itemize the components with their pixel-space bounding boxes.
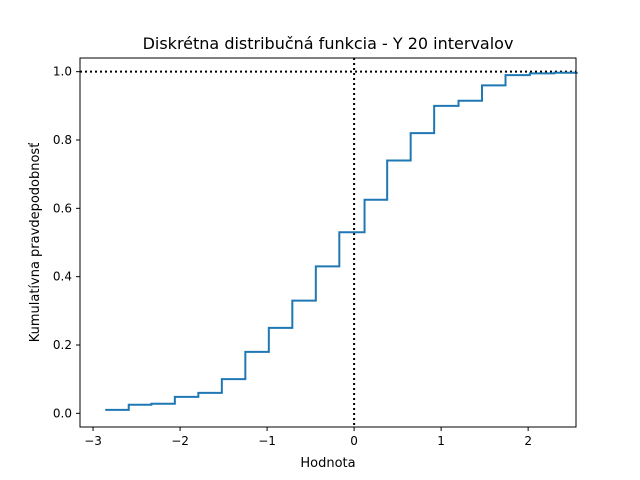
reference-lines	[80, 58, 576, 427]
y-axis-label: Kumulatívna pravdepodobnosť	[28, 143, 43, 343]
x-tick-label: −3	[84, 434, 102, 448]
y-tick-label: 0.2	[53, 338, 72, 352]
y-tick-label: 0.4	[53, 270, 72, 284]
series-layer	[105, 71, 578, 411]
x-tick-label: 1	[437, 434, 445, 448]
y-axis-ticks: 0.0 0.2 0.4 0.6 0.8 1.0	[53, 65, 80, 420]
y-tick-label: 0.6	[53, 201, 72, 215]
y-tick-label: 0.8	[53, 133, 72, 147]
chart-title: Diskrétna distribučná funkcia - Y 20 int…	[143, 34, 514, 53]
y-tick-label: 1.0	[53, 65, 72, 79]
x-tick-label: 2	[524, 434, 532, 448]
y-tick-label: 0.0	[53, 406, 72, 420]
x-tick-label: 0	[350, 434, 358, 448]
x-tick-label: −1	[258, 434, 276, 448]
axes-frame	[79, 57, 577, 428]
cdf-step-line	[105, 71, 578, 411]
x-tick-label: −2	[171, 434, 189, 448]
x-axis-ticks: −3 −2 −1 0 1 2	[84, 427, 532, 448]
x-axis-label: Hodnota	[300, 456, 355, 471]
